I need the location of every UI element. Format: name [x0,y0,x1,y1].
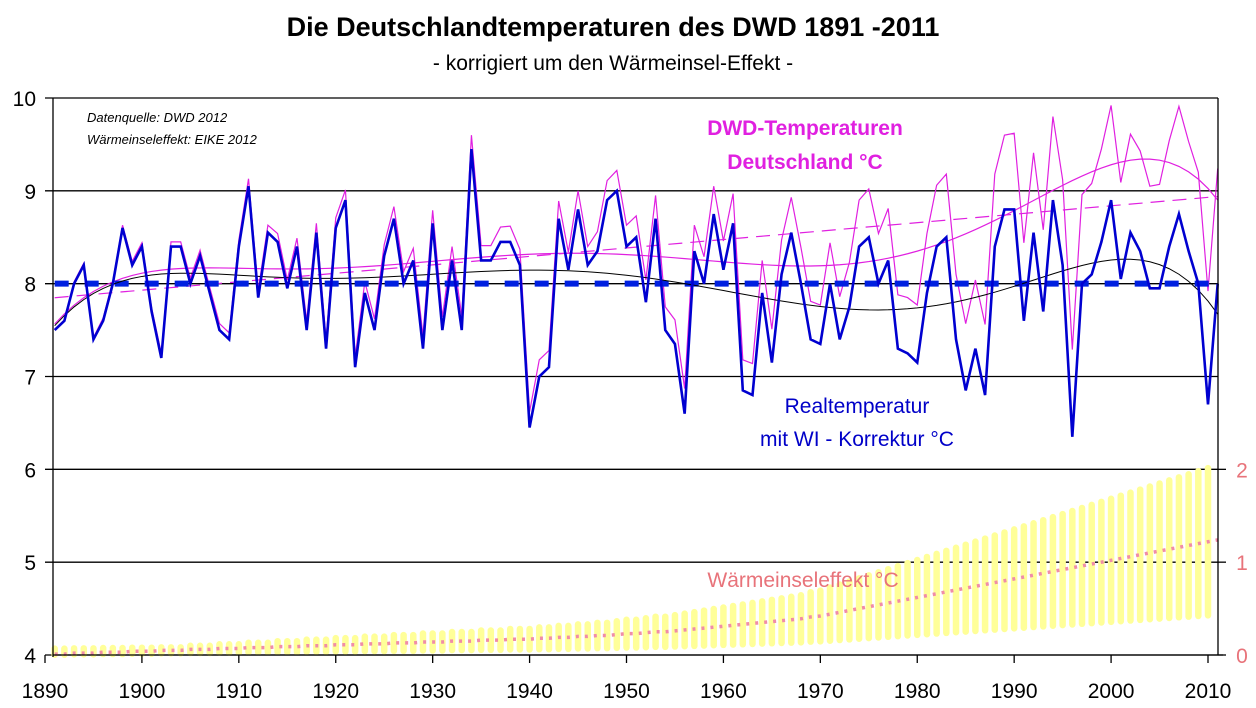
y-tick-label: 7 [24,367,36,390]
x-tick-label: 1890 [22,680,69,703]
x-tick-label: 1980 [894,680,941,703]
x-tick-label: 1900 [119,680,166,703]
real-series-label-line2: mit WI - Korrektur °C [760,428,954,451]
y-tick-label: 4 [24,645,36,668]
chart-title: Die Deutschlandtemperaturen des DWD 1891… [287,12,940,42]
x-tick-label: 1920 [312,680,359,703]
y2-tick-label: 2 [1236,459,1248,482]
dwd-line [54,104,1219,412]
dwd-series-label-line2: Deutschland °C [727,151,882,174]
y-tick-label: 5 [24,552,36,575]
real-trend-curve [54,258,1219,327]
dwd-trend-curve [54,158,1219,325]
x-tick-label: 2010 [1185,680,1232,703]
x-tick-label: 1940 [506,680,553,703]
y2-tick-label: 0 [1236,645,1248,668]
x-axis-ticks: 1890 1900 1910 1920 1930 1940 1950 1960 1970 1980… [22,655,1232,703]
x-tick-label: 1950 [603,680,650,703]
x-tick-label: 2000 [1088,680,1135,703]
x-tick-label: 1970 [797,680,844,703]
y-axis-ticks: 4 5 6 7 8 9 10 [13,88,37,668]
wi-source-note: Wärmeinseleffekt: EIKE 2012 [87,132,258,147]
y-tick-label: 8 [24,274,36,297]
real-line [53,148,1219,437]
dwd-series-label-line1: DWD-Temperaturen [707,117,903,140]
real-series-label-line1: Realtemperatur [785,395,930,418]
dwd-linear-trend [54,195,1218,299]
axes [52,98,1226,657]
source-note: Datenquelle: DWD 2012 [87,110,228,125]
wi-series [54,538,1219,656]
y-tick-label: 9 [24,181,36,204]
y2-axis-ticks: 0 1 2 [1236,459,1248,668]
y-tick-label: 10 [13,88,36,111]
x-tick-label: 1990 [991,680,1038,703]
wi-band [51,464,1212,658]
series-lines [53,104,1219,437]
x-tick-label: 1960 [700,680,747,703]
x-tick-label: 1910 [215,680,262,703]
y-tick-label: 6 [24,459,36,482]
chart-subtitle: - korrigiert um den Wärmeinsel-Effekt - [433,52,793,75]
wi-series-label: Wärmeinseleffekt °C [707,569,898,592]
x-tick-label: 1930 [409,680,456,703]
y2-tick-label: 1 [1236,552,1248,575]
